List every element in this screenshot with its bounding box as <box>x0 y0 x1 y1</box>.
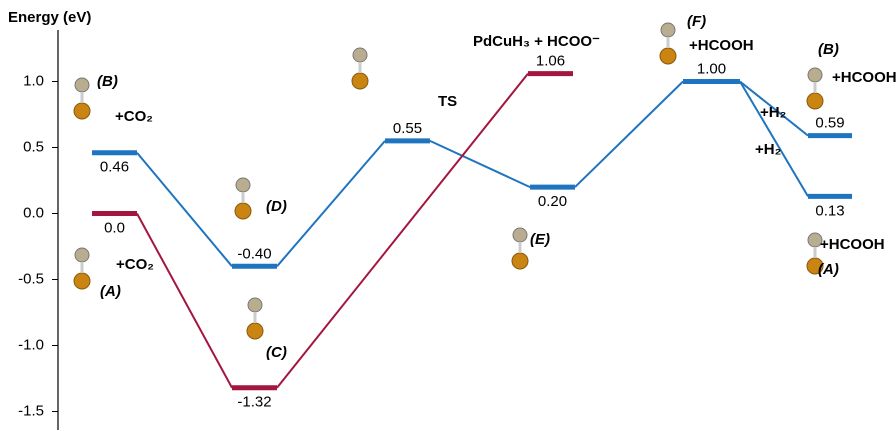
atom <box>247 323 263 339</box>
atom <box>512 253 528 269</box>
connector <box>740 81 808 196</box>
value-label: 0.20 <box>538 193 567 210</box>
value-label: 0.59 <box>815 115 844 132</box>
atom <box>236 178 250 192</box>
y-tick-label: -0.5 <box>18 270 44 287</box>
atom <box>235 203 251 219</box>
value-label: 0.55 <box>393 120 422 137</box>
y-tick-label: 1.0 <box>23 72 44 89</box>
atom <box>807 93 823 109</box>
y-tick-label: -1.0 <box>18 336 44 353</box>
annotation: (A) <box>818 261 839 278</box>
annotation: (A) <box>100 283 121 300</box>
annotation: (C) <box>266 344 287 361</box>
atom <box>661 23 675 37</box>
y-tick-label: -1.5 <box>18 402 44 419</box>
value-label: 0.0 <box>104 219 125 236</box>
value-label: -0.40 <box>237 245 271 262</box>
annotation: +H₂ <box>760 104 786 121</box>
atom <box>352 73 368 89</box>
atom <box>74 103 90 119</box>
connector <box>575 81 683 187</box>
annotation: (E) <box>530 231 550 248</box>
annotation: PdCuH₃ + HCOO⁻ <box>473 33 600 50</box>
annotation: (D) <box>266 198 287 215</box>
annotation: +HCOOH <box>832 69 896 86</box>
value-label: 0.13 <box>815 202 844 219</box>
connector <box>137 213 232 387</box>
atom <box>660 48 676 64</box>
atom <box>74 273 90 289</box>
annotation: +HCOOH <box>689 37 754 54</box>
annotation: (F) <box>687 13 706 30</box>
annotation: +HCOOH <box>820 236 885 253</box>
annotation: TS <box>438 93 457 110</box>
annotation: +CO₂ <box>115 108 153 125</box>
y-tick-label: 0.5 <box>23 138 44 155</box>
connector <box>137 153 232 267</box>
annotation: (B) <box>97 73 118 90</box>
atom <box>75 248 89 262</box>
value-label: 1.06 <box>536 53 565 70</box>
chart: Energy (eV) 1.0 0.5 0.0 -0.5 -1.0 -1.5 0.46 -0.… <box>0 0 896 431</box>
y-axis-label: Energy (eV) <box>8 9 91 26</box>
value-label: 0.46 <box>100 159 129 176</box>
connector <box>430 141 530 187</box>
y-tick-label: 0.0 <box>23 204 44 221</box>
value-label: -1.32 <box>237 394 271 411</box>
atom <box>353 48 367 62</box>
atom <box>808 68 822 82</box>
atom <box>248 298 262 312</box>
annotation: +H₂ <box>755 141 781 158</box>
value-label: 1.00 <box>697 60 726 77</box>
connector <box>277 141 385 266</box>
annotation: +CO₂ <box>116 256 154 273</box>
atom <box>75 78 89 92</box>
annotation: (B) <box>818 41 839 58</box>
atom <box>513 228 527 242</box>
